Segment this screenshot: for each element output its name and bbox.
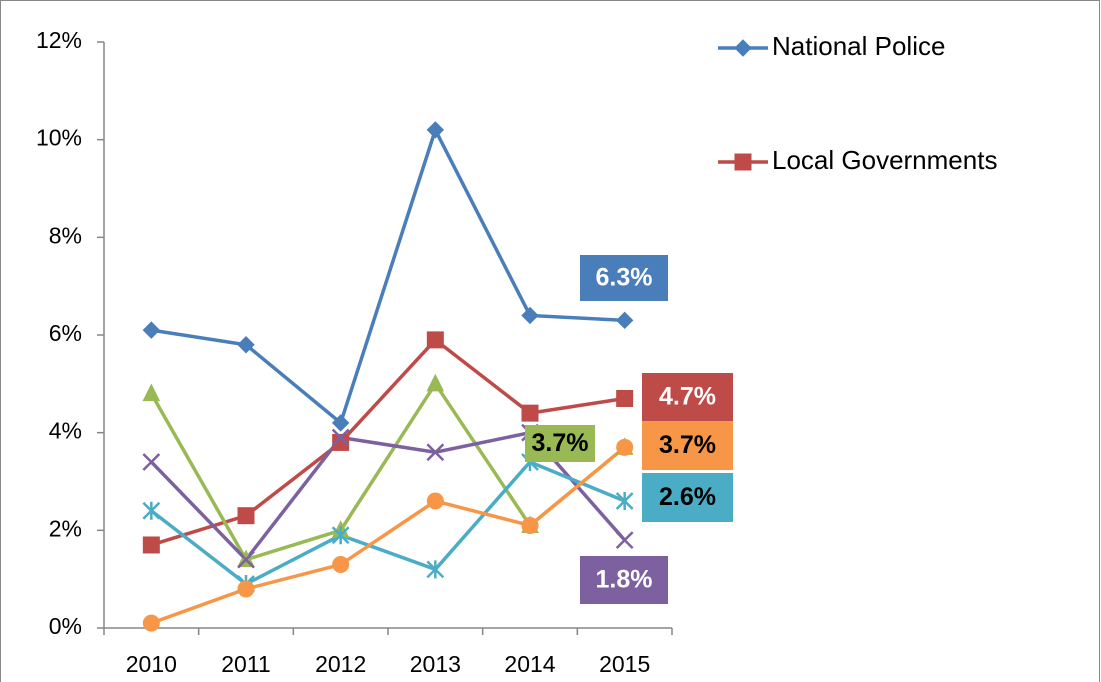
series-line — [150, 337, 625, 547]
x-tick-label: 2011 — [221, 651, 270, 677]
marker — [237, 507, 255, 525]
marker — [237, 580, 255, 598]
x-tick-label: 2010 — [126, 651, 177, 677]
marker — [426, 443, 445, 462]
marker — [734, 39, 752, 57]
data-label: 2.6% — [659, 483, 716, 511]
data-label-box — [642, 373, 733, 421]
data-label: 4.7% — [659, 383, 716, 411]
marker — [142, 536, 160, 554]
marker — [521, 306, 539, 325]
marker — [237, 336, 255, 354]
marker — [142, 501, 161, 520]
marker — [237, 550, 255, 569]
x-tick-label: 2014 — [504, 651, 555, 677]
marker — [426, 331, 444, 349]
marker — [331, 526, 350, 545]
y-tick-label: 10% — [36, 125, 82, 151]
y-tick-label: 12% — [36, 27, 82, 53]
data-label-box — [642, 473, 733, 522]
y-tick-label: 6% — [49, 320, 82, 346]
marker — [142, 321, 161, 339]
marker — [616, 389, 634, 407]
marker — [616, 438, 634, 456]
data-label-box — [580, 556, 668, 604]
series-line — [150, 445, 626, 625]
marker — [142, 383, 161, 402]
marker — [331, 414, 350, 432]
marker — [615, 531, 634, 549]
data-label: 1.8% — [596, 566, 653, 594]
marker — [426, 560, 445, 579]
marker — [426, 121, 445, 139]
y-tick-label: 4% — [49, 418, 82, 444]
x-tick-label: 2015 — [599, 651, 650, 677]
marker — [332, 556, 350, 574]
marker — [332, 433, 350, 451]
marker — [521, 516, 539, 534]
y-tick-label: 8% — [49, 222, 82, 248]
marker — [615, 492, 634, 511]
marker — [142, 614, 160, 632]
series-line — [150, 459, 626, 587]
y-tick-label: 2% — [49, 515, 82, 541]
data-label-box — [525, 425, 595, 462]
data-label: 3.7% — [532, 429, 589, 457]
marker — [426, 373, 445, 392]
marker — [142, 453, 161, 471]
data-label: 3.7% — [659, 431, 716, 459]
series-line — [151, 125, 625, 426]
marker — [521, 404, 539, 422]
marker — [734, 153, 752, 171]
legend-label: National Police — [772, 31, 945, 61]
data-label: 6.3% — [596, 264, 653, 292]
legend-label: Local Governments — [772, 145, 997, 175]
data-label-box — [642, 421, 733, 470]
marker — [426, 492, 444, 510]
x-tick-label: 2012 — [315, 651, 366, 677]
data-label-box — [580, 255, 668, 301]
y-tick-label: 0% — [49, 613, 82, 639]
marker — [331, 428, 350, 447]
marker — [615, 311, 634, 330]
x-tick-label: 2013 — [410, 651, 461, 677]
